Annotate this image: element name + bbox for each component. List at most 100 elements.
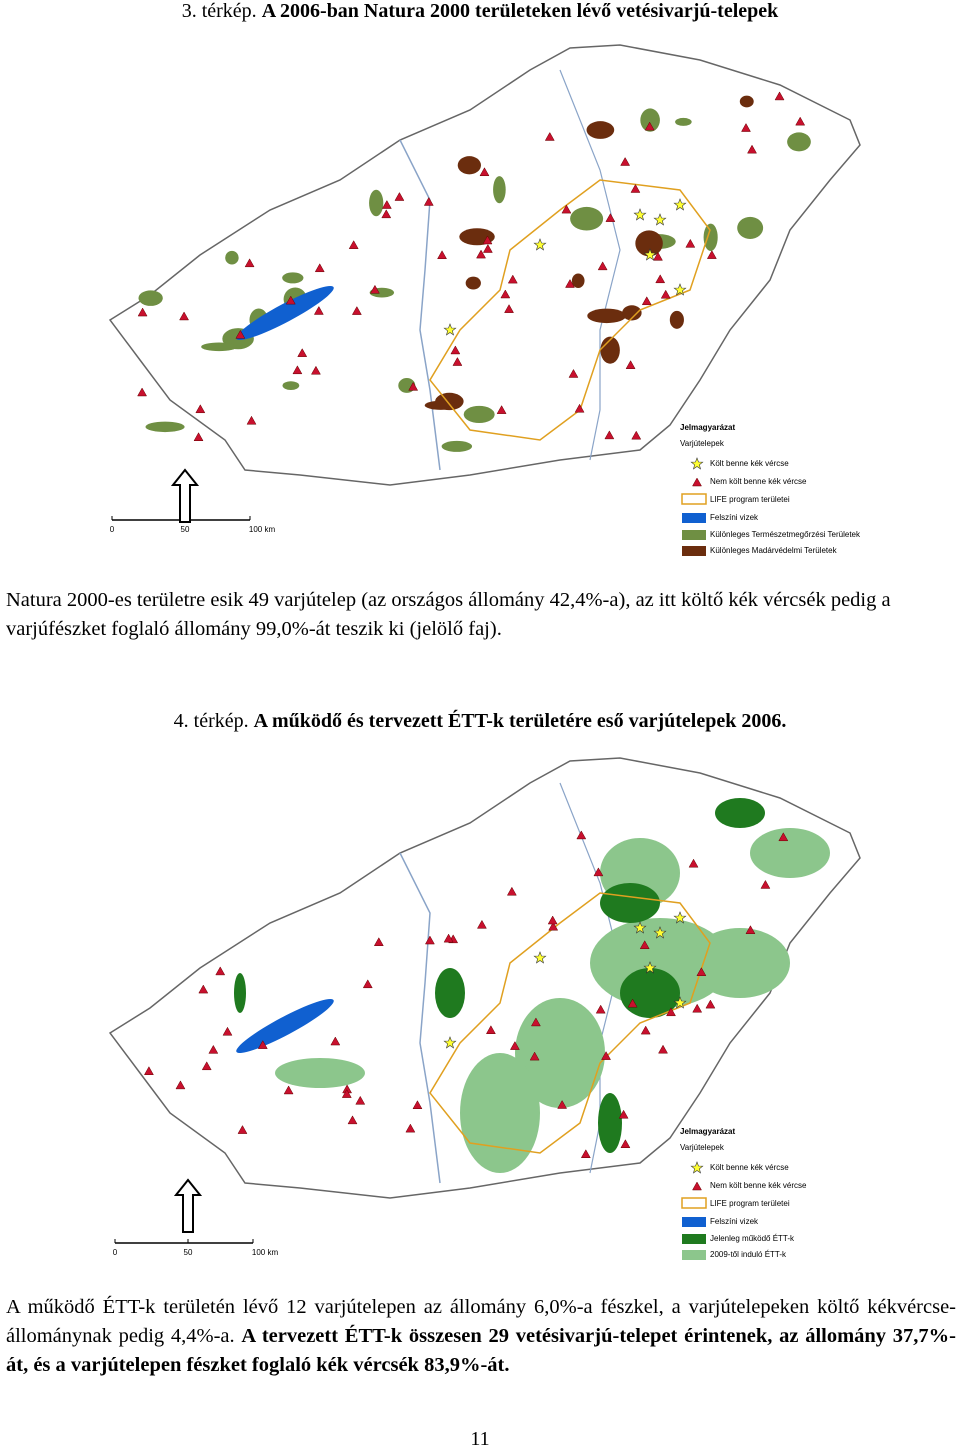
colony-marker	[692, 477, 702, 487]
colony-marker	[443, 933, 454, 943]
area-patch	[225, 250, 239, 265]
caption: 4. térkép. A működő és tervezett ÉTT-k t…	[0, 710, 960, 733]
country-outline	[108, 44, 861, 486]
colony-marker	[574, 403, 585, 413]
colony-marker	[544, 131, 555, 141]
north-arrow	[170, 468, 200, 523]
river	[559, 69, 621, 461]
colony-marker	[760, 879, 771, 889]
colony-marker	[476, 919, 487, 929]
area-patch	[369, 189, 384, 217]
colony-marker	[506, 886, 517, 896]
colony-marker	[215, 966, 226, 976]
map: Jelmagyarázat Varjútelepek Költ benne ké…	[108, 44, 861, 556]
colony-marker	[476, 249, 486, 259]
colony-marker	[235, 329, 246, 339]
colony-marker	[601, 1051, 611, 1060]
colony-marker	[137, 307, 148, 317]
colony-marker	[394, 192, 405, 201]
colony-marker	[529, 1051, 540, 1061]
area-patch	[739, 95, 754, 108]
colony-marker	[530, 1017, 541, 1027]
colony-marker	[507, 274, 518, 284]
colony-marker	[548, 921, 559, 931]
legend-swatch	[681, 493, 707, 505]
area-patch	[787, 132, 811, 152]
colony-star	[673, 996, 687, 1009]
colony-marker	[747, 144, 757, 154]
colony-marker	[179, 311, 189, 321]
colony-marker	[482, 235, 493, 245]
scale-label: 100 km	[249, 525, 276, 534]
colony-star	[690, 457, 704, 470]
colony-marker	[641, 296, 652, 306]
colony-marker	[593, 867, 604, 877]
colony-marker	[283, 1085, 294, 1095]
colony-marker	[246, 415, 257, 425]
colony-marker	[237, 1125, 248, 1134]
colony-marker	[373, 937, 384, 946]
legend-swatch	[682, 546, 706, 556]
colony-marker	[660, 289, 671, 299]
colony-marker	[198, 984, 209, 994]
lake	[236, 998, 334, 1054]
area-patch	[600, 336, 620, 364]
colony-marker	[244, 258, 255, 268]
colony-marker	[310, 365, 321, 375]
colony-marker	[625, 360, 636, 369]
area-patch	[275, 1058, 365, 1088]
legend-item: Felszíni vizek	[710, 1217, 759, 1226]
colony-marker	[424, 935, 435, 945]
legend-item: Nem költ benne kék vércse	[710, 1181, 807, 1190]
map-body	[108, 44, 861, 486]
paragraph: Natura 2000-es területre esik 49 varjúte…	[6, 589, 891, 640]
colony-marker	[330, 1036, 341, 1046]
colony-marker	[580, 1149, 591, 1158]
colony-marker	[741, 123, 751, 132]
colony-marker	[774, 91, 785, 101]
colony-marker	[685, 238, 696, 248]
colony-marker	[500, 289, 511, 299]
area-patch	[463, 405, 495, 424]
caption-prefix: 3. térkép.	[181, 0, 257, 22]
area-patch	[282, 381, 300, 390]
colony-marker	[381, 200, 392, 209]
scale-label: 50	[181, 525, 190, 534]
colony-marker	[412, 1100, 423, 1109]
area-patch	[570, 206, 604, 231]
colony-marker	[450, 345, 461, 355]
area-patch	[282, 272, 304, 284]
colony-marker	[557, 1100, 568, 1109]
colony-star	[633, 921, 647, 934]
life-area	[429, 179, 711, 441]
legend-subtitle: Varjútelepek	[680, 1143, 725, 1152]
colony-star	[653, 926, 667, 939]
legend-item: Nem költ benne kék vércse	[710, 477, 807, 486]
colony-marker	[362, 979, 373, 989]
colony-marker	[297, 348, 308, 357]
area-patch	[737, 216, 764, 239]
area-patch	[715, 798, 765, 828]
colony-marker	[381, 209, 392, 219]
caption-title: A 2006-ban Natura 2000 területeken lévő …	[261, 0, 779, 22]
colony-marker	[692, 1003, 703, 1013]
colony-marker	[696, 967, 707, 976]
area-patch	[703, 223, 718, 252]
colony-marker	[485, 1025, 496, 1034]
colony-marker	[630, 183, 641, 193]
area-patch	[457, 156, 481, 175]
river	[559, 782, 621, 1174]
colony-marker	[509, 1041, 520, 1050]
colony-marker	[640, 1025, 651, 1035]
colony-marker	[705, 999, 716, 1009]
area-patch	[145, 421, 185, 433]
colony-marker	[504, 304, 514, 313]
legend-item: 2009-től induló ÉTT-k	[710, 1250, 787, 1259]
legend-item: Felszíni vizek	[710, 513, 759, 522]
area-patch	[622, 305, 642, 321]
legend-item: LIFE program területei	[710, 495, 790, 504]
colony-marker	[561, 204, 572, 214]
legend-item: Különleges Madárvédelmi Területek	[710, 546, 838, 555]
colony-marker	[201, 1061, 212, 1071]
